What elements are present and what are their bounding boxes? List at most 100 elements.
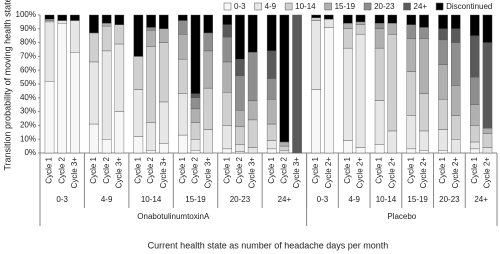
bar-segment [235, 110, 245, 127]
bar-segment [235, 14, 245, 60]
bar-segment [146, 14, 156, 28]
bar-segment [343, 28, 353, 49]
subgroup-label: 0-3 [56, 195, 68, 204]
bar-segment [406, 14, 417, 25]
bar-segment [419, 93, 429, 132]
y-tick-label: 90% [20, 24, 36, 33]
bar-segment [324, 14, 334, 20]
bar-segment [89, 32, 99, 63]
bar-segment [266, 123, 277, 141]
bar-segment [438, 98, 448, 130]
bar-segment [44, 81, 55, 154]
bar-segment [387, 23, 398, 35]
x-tick-label: Cycle 1 [89, 156, 98, 183]
bar-segment [438, 64, 448, 100]
bar-segment [279, 141, 290, 147]
bar-segment [89, 123, 99, 154]
x-tick-label: Cycle 2 [57, 156, 66, 183]
subgroup-label: 0-3 [317, 195, 329, 204]
bar-segment [266, 14, 277, 52]
x-tick-label: Cycle 2+ [451, 157, 460, 189]
x-tick-label: Cycle 1 [178, 156, 187, 183]
y-tick-label: 20% [20, 121, 36, 130]
bar-segment [419, 130, 429, 151]
bar-segment [311, 14, 321, 18]
x-tick-label: Cycle 2 [146, 156, 155, 183]
bar-segment [203, 50, 213, 89]
bar-segment [374, 100, 385, 145]
bar-segment [159, 101, 169, 144]
bar-segment [247, 100, 258, 121]
bar-segment [450, 138, 461, 154]
x-tick-label: Cycle 2+ [324, 157, 333, 189]
x-tick-label: Cycle 1 [343, 156, 352, 183]
bar-segment [419, 38, 429, 94]
bar-segment [203, 32, 213, 52]
y-tick-label: 30% [20, 107, 36, 116]
bar-segment [178, 93, 188, 136]
x-tick-label: Cycle 1 [311, 156, 320, 183]
bar-segment [387, 130, 398, 154]
bar-segment [133, 14, 144, 57]
bar-segment [70, 20, 80, 53]
x-tick-label: Cycle 1 [406, 156, 415, 183]
bar-segment [190, 122, 201, 140]
bar-segment [247, 147, 258, 154]
x-tick-label: Cycle 3+ [203, 157, 212, 189]
bar-segment [374, 23, 385, 30]
bar-segment [387, 14, 398, 24]
x-tick-label: Cycle 2 [279, 156, 288, 183]
bar-segment [190, 108, 201, 123]
bar-segment [222, 61, 233, 93]
bar-segment [101, 23, 112, 27]
bar-segment [159, 28, 169, 43]
legend-label: 4-9 [265, 2, 277, 11]
bar-segment [470, 104, 480, 126]
legend-swatch [324, 2, 332, 11]
group-label: OnabotulinumtoxinA [137, 212, 210, 221]
y-tick-label: 100% [16, 10, 36, 19]
bar-segment [355, 34, 366, 148]
bar-segment [450, 115, 461, 140]
bar-segment [57, 14, 67, 21]
bar-segment [266, 148, 277, 154]
bar-segment [406, 115, 417, 150]
bar-segment [101, 25, 112, 52]
subgroup-label: 20-23 [230, 195, 251, 204]
bar-segment [190, 150, 201, 154]
x-tick-label: Cycle 1 [470, 156, 479, 183]
bar-segment [482, 147, 493, 154]
bar-segment [419, 27, 429, 39]
bar-segment [406, 148, 417, 154]
bar-segment [311, 20, 321, 90]
legend-swatch [435, 2, 444, 11]
bar-segment [133, 136, 144, 154]
legend-label: Discontinued [446, 2, 492, 11]
bar-segment [438, 14, 448, 30]
bar-segment [247, 52, 258, 101]
bar-segment [266, 140, 277, 150]
subgroup-label: 15-19 [185, 195, 206, 204]
bar-segment [222, 24, 233, 38]
bar-segment [89, 14, 99, 34]
x-tick-label: Cycle 2 [191, 156, 200, 183]
bar-segment [222, 92, 233, 126]
bar-segment [355, 24, 366, 35]
x-tick-label: Cycle 3+ [159, 157, 168, 189]
bar-segment [89, 61, 99, 125]
bar-segment [190, 93, 201, 99]
legend-label: 0-3 [234, 2, 246, 11]
bar-segment [450, 42, 461, 86]
y-tick-label: 70% [20, 52, 36, 61]
bar-segment [235, 58, 245, 76]
bar-segment [279, 150, 290, 154]
bar-segment [247, 14, 258, 53]
y-tick-label: 60% [20, 65, 36, 74]
bar-segment [57, 23, 67, 154]
bar-segment [419, 150, 429, 154]
bar-segment [343, 47, 353, 141]
bar-segment [178, 58, 188, 94]
x-tick-label: Cycle 2+ [356, 157, 365, 189]
bar-segment [159, 14, 169, 30]
